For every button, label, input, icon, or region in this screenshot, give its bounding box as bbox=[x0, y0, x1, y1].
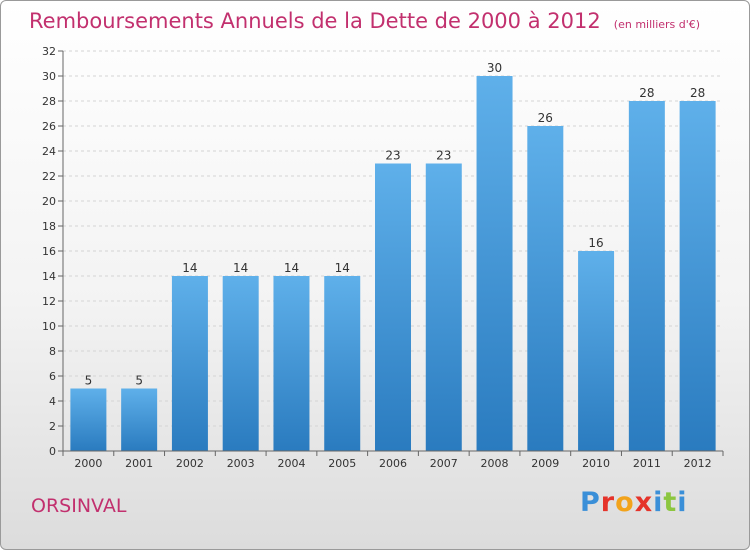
y-tick-label: 4 bbox=[49, 395, 56, 408]
y-tick-label: 8 bbox=[49, 345, 56, 358]
x-tick-label: 2010 bbox=[582, 457, 610, 470]
bar-2002 bbox=[171, 276, 208, 451]
y-tick-label: 30 bbox=[42, 70, 56, 83]
bar-2008 bbox=[476, 76, 513, 451]
bar-value-label: 28 bbox=[639, 86, 654, 100]
x-tick-label: 2000 bbox=[74, 457, 102, 470]
y-tick-label: 22 bbox=[42, 170, 56, 183]
bar-value-label: 16 bbox=[588, 236, 603, 250]
y-tick-label: 2 bbox=[49, 420, 56, 433]
commune-name: ORSINVAL bbox=[31, 495, 127, 517]
y-tick-label: 6 bbox=[49, 370, 56, 383]
bar-2004 bbox=[273, 276, 310, 451]
x-tick-label: 2004 bbox=[277, 457, 305, 470]
bar-value-label: 14 bbox=[284, 261, 299, 275]
bar-2011 bbox=[628, 101, 665, 451]
bar-2000 bbox=[70, 388, 107, 451]
bar-value-label: 23 bbox=[436, 149, 451, 163]
y-tick-label: 32 bbox=[42, 45, 56, 58]
bar-2001 bbox=[121, 388, 158, 451]
bar-2003 bbox=[222, 276, 259, 451]
y-tick-label: 24 bbox=[42, 145, 56, 158]
logo-letter: x bbox=[634, 487, 654, 518]
y-tick-label: 12 bbox=[42, 295, 56, 308]
bar-2009 bbox=[527, 126, 564, 451]
chart-title: Remboursements Annuels de la Dette de 20… bbox=[29, 9, 601, 33]
x-tick-label: 2005 bbox=[328, 457, 356, 470]
y-tick-label: 26 bbox=[42, 120, 56, 133]
labels: 0246810121416182022242628303252000520011… bbox=[42, 45, 712, 470]
bar-value-label: 26 bbox=[538, 111, 553, 125]
logo-letter: r bbox=[600, 487, 616, 518]
bar-value-label: 5 bbox=[135, 374, 143, 388]
logo-letter: t bbox=[663, 487, 678, 518]
x-tick-label: 2003 bbox=[227, 457, 255, 470]
bar-2006 bbox=[375, 163, 411, 451]
bars bbox=[70, 76, 716, 451]
x-tick-label: 2008 bbox=[481, 457, 509, 470]
bar-value-label: 23 bbox=[385, 149, 400, 163]
chart-title-block: Remboursements Annuels de la Dette de 20… bbox=[29, 9, 700, 33]
logo-letter: P bbox=[580, 487, 601, 518]
axes bbox=[58, 50, 724, 456]
x-tick-label: 2006 bbox=[379, 457, 407, 470]
bar-value-label: 14 bbox=[233, 261, 248, 275]
y-tick-label: 20 bbox=[42, 195, 56, 208]
y-tick-label: 14 bbox=[42, 270, 56, 283]
y-tick-label: 0 bbox=[49, 445, 56, 458]
bar-2012 bbox=[679, 101, 716, 451]
bar-value-label: 5 bbox=[85, 374, 93, 388]
x-tick-label: 2009 bbox=[531, 457, 559, 470]
logo-letter: i bbox=[677, 487, 688, 518]
bar-value-label: 14 bbox=[335, 261, 350, 275]
logo-letter: o bbox=[615, 487, 635, 518]
bar-value-label: 14 bbox=[182, 261, 197, 275]
bar-2005 bbox=[324, 276, 361, 451]
y-tick-label: 10 bbox=[42, 320, 56, 333]
y-tick-label: 16 bbox=[42, 245, 56, 258]
x-tick-label: 2001 bbox=[125, 457, 153, 470]
logo-letter: i bbox=[653, 487, 664, 518]
proxiti-logo: Proxiti bbox=[580, 487, 688, 518]
y-tick-label: 18 bbox=[42, 220, 56, 233]
bar-2010 bbox=[578, 251, 615, 451]
chart-unit-note: (en milliers d'€) bbox=[613, 18, 701, 31]
bar-value-label: 30 bbox=[487, 61, 502, 75]
y-tick-label: 28 bbox=[42, 95, 56, 108]
x-tick-label: 2012 bbox=[684, 457, 712, 470]
bar-2007 bbox=[425, 163, 462, 451]
x-tick-label: 2002 bbox=[176, 457, 204, 470]
x-tick-label: 2007 bbox=[430, 457, 458, 470]
x-tick-label: 2011 bbox=[633, 457, 661, 470]
bar-value-label: 28 bbox=[690, 86, 705, 100]
